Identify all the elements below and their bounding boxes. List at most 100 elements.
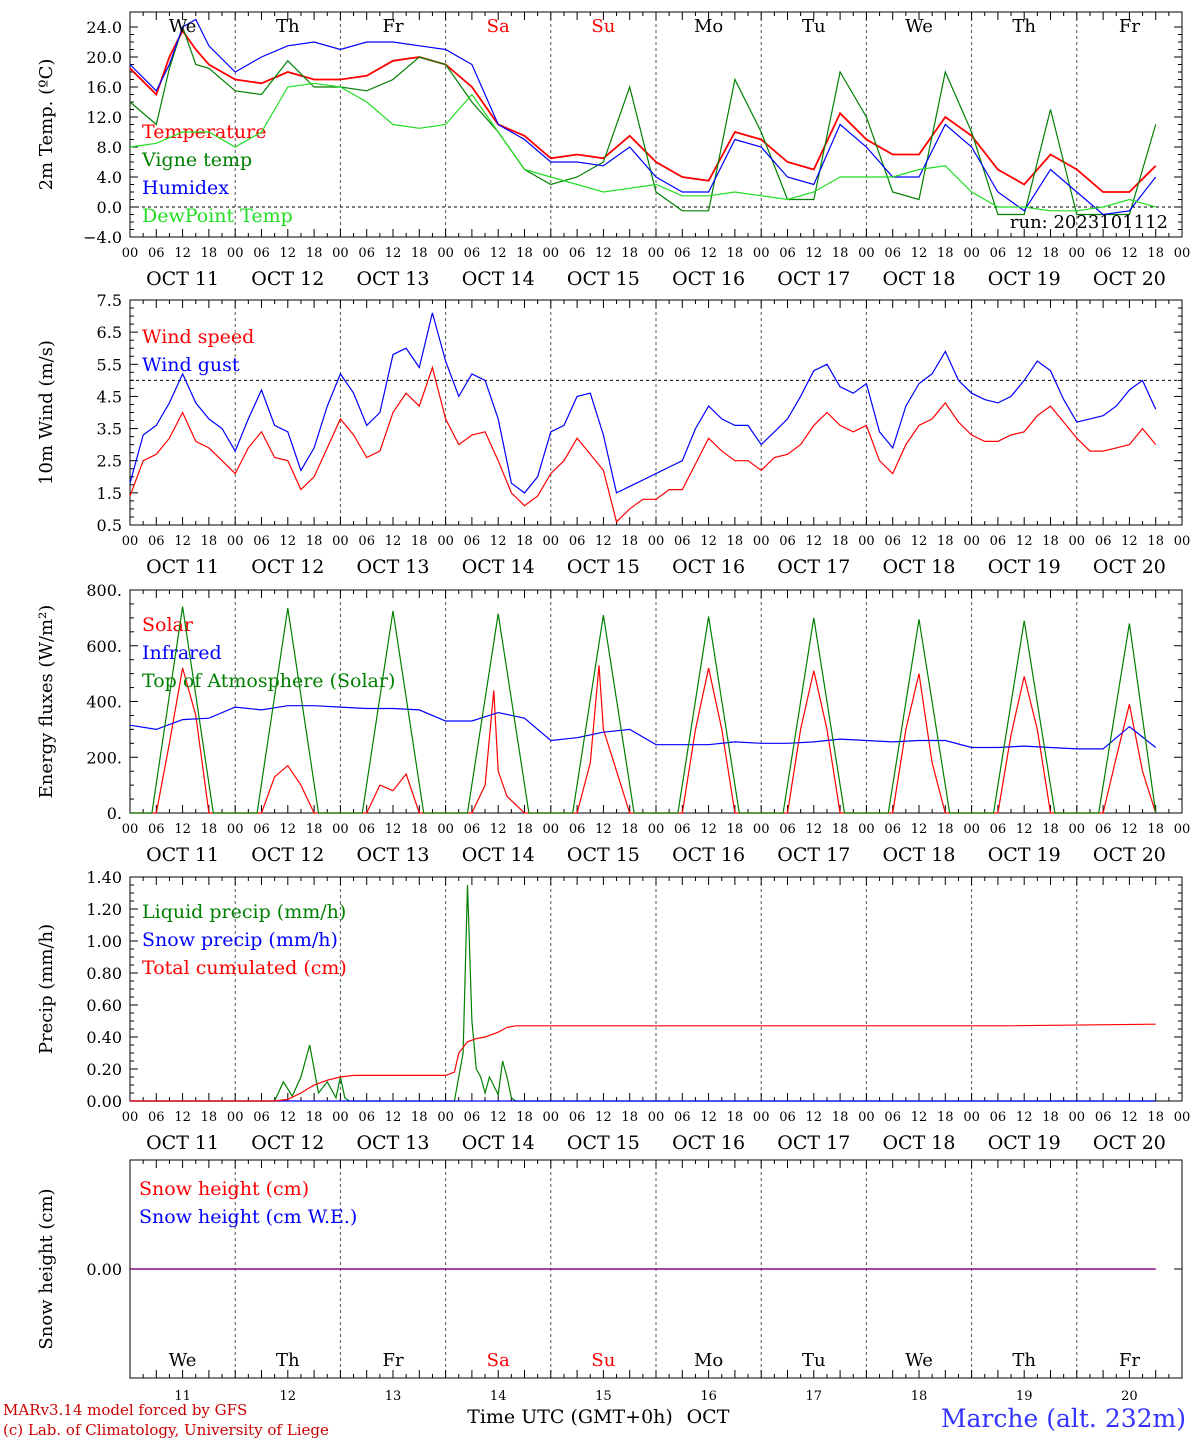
hour-tick-label: 06 [674, 822, 691, 837]
hour-tick-label: 00 [648, 1110, 665, 1125]
day-of-week-label: Sa [487, 16, 510, 37]
hour-tick-label: 18 [727, 1110, 744, 1125]
y-tick-label: 0.0 [97, 198, 122, 217]
hour-tick-label: 18 [201, 822, 218, 837]
y-tick-label: 5.5 [97, 355, 122, 374]
hour-tick-label: 00 [1174, 534, 1191, 549]
month-label: OCT [687, 1406, 730, 1428]
station-label: Marche (alt. 232m) [941, 1404, 1186, 1433]
hour-tick-label: 12 [1121, 822, 1138, 837]
hour-tick-label: 18 [1147, 1110, 1164, 1125]
hour-tick-label: 00 [437, 246, 454, 261]
hour-tick-label: 00 [1174, 246, 1191, 261]
hour-tick-label: 00 [963, 822, 980, 837]
hour-tick-label: 18 [306, 534, 323, 549]
hour-tick-label: 06 [148, 822, 165, 837]
hour-tick-label: 06 [569, 534, 586, 549]
legend-entry: Infrared [142, 642, 222, 664]
legend-entry: Snow precip (mm/h) [142, 929, 338, 951]
series-line-lightgreen [129, 82, 1156, 212]
hour-tick-label: 12 [280, 822, 297, 837]
hour-tick-label: 06 [148, 1110, 165, 1125]
legend-entry: Top of Atmosphere (Solar) [142, 670, 395, 692]
hour-tick-label: 12 [490, 1110, 507, 1125]
y-tick-label: 0.60 [86, 996, 122, 1015]
day-of-week-label: Th [1012, 1350, 1036, 1371]
y-tick-label: 1.5 [97, 484, 122, 503]
y-tick-label: 1.20 [86, 900, 122, 919]
legend-entry: Vigne temp [141, 149, 252, 171]
hour-tick-label: 00 [437, 1110, 454, 1125]
date-label: OCT 15 [567, 556, 640, 578]
hour-tick-label: 00 [753, 534, 770, 549]
hour-tick-label: 12 [280, 534, 297, 549]
y-axis-label: Energy fluxes (W/m²) [36, 605, 57, 799]
legend-entry: Snow height (cm) [139, 1178, 309, 1200]
hour-tick-label: 00 [227, 822, 244, 837]
hour-tick-label: 12 [911, 1110, 928, 1125]
day-number-label: 11 [174, 1389, 191, 1404]
hour-tick-label: 18 [411, 246, 428, 261]
hour-tick-label: 06 [674, 1110, 691, 1125]
day-of-week-label: Su [591, 16, 615, 37]
day-of-week-label: Su [591, 1350, 615, 1371]
y-tick-label: 16.0 [86, 78, 122, 97]
hour-tick-label: 18 [937, 534, 954, 549]
y-tick-label: 600. [86, 637, 122, 656]
hour-tick-label: 18 [832, 822, 849, 837]
date-label: OCT 18 [882, 268, 955, 290]
hour-tick-label: 18 [1147, 534, 1164, 549]
series-line-blue [129, 312, 1157, 494]
hour-tick-label: 00 [753, 246, 770, 261]
hour-tick-label: 18 [516, 246, 533, 261]
date-label: OCT 20 [1093, 556, 1166, 578]
y-tick-label: −4.0 [83, 228, 122, 247]
hour-tick-label: 12 [700, 534, 717, 549]
hour-tick-label: 12 [700, 1110, 717, 1125]
y-tick-label: 0.00 [86, 1260, 122, 1279]
hour-tick-label: 18 [727, 534, 744, 549]
series-line-blue [129, 18, 1157, 216]
day-of-week-label: Fr [1119, 16, 1140, 37]
day-number-label: 15 [595, 1389, 612, 1404]
y-tick-label: 200. [86, 748, 122, 767]
day-of-week-label: Mo [694, 16, 723, 37]
hour-tick-label: 00 [543, 822, 560, 837]
day-number-label: 17 [806, 1389, 823, 1404]
day-of-week-label: Mo [694, 1350, 723, 1371]
date-label: OCT 12 [251, 556, 324, 578]
date-label: OCT 15 [567, 268, 640, 290]
date-label: OCT 20 [1093, 1132, 1166, 1154]
legend-entry: Liquid precip (mm/h) [142, 901, 346, 923]
hour-tick-label: 06 [253, 1110, 270, 1125]
hour-tick-label: 00 [332, 822, 349, 837]
panel-4: 0.00 0.20 0.40 0.60 0.80 1.00 1.20 1.40 Precip (… [36, 868, 1190, 1154]
hour-tick-label: 00 [332, 246, 349, 261]
hour-tick-label: 06 [779, 822, 796, 837]
series-line-red [129, 29, 1157, 193]
hour-tick-label: 18 [621, 822, 638, 837]
hour-tick-label: 18 [621, 1110, 638, 1125]
hour-tick-label: 12 [1016, 534, 1033, 549]
y-tick-label: 6.5 [97, 323, 122, 342]
hour-tick-label: 12 [595, 246, 612, 261]
hour-tick-label: 12 [595, 1110, 612, 1125]
hour-tick-label: 18 [411, 1110, 428, 1125]
hour-tick-label: 12 [700, 246, 717, 261]
hour-tick-label: 18 [516, 534, 533, 549]
hour-tick-label: 06 [1095, 822, 1112, 837]
hour-tick-label: 06 [990, 1110, 1007, 1125]
hour-tick-label: 06 [884, 246, 901, 261]
hour-tick-label: 00 [963, 1110, 980, 1125]
y-tick-label: 20.0 [86, 48, 122, 67]
hour-tick-label: 12 [385, 246, 402, 261]
date-label: OCT 20 [1093, 268, 1166, 290]
day-of-week-label: Th [276, 1350, 300, 1371]
hour-tick-label: 00 [1069, 534, 1086, 549]
day-of-week-label: Tu [802, 16, 826, 37]
y-tick-label: 24.0 [86, 18, 122, 37]
hour-tick-label: 18 [727, 822, 744, 837]
hour-tick-label: 12 [806, 246, 823, 261]
y-axis-label: Precip (mm/h) [36, 924, 57, 1054]
y-tick-label: 0. [107, 804, 122, 823]
